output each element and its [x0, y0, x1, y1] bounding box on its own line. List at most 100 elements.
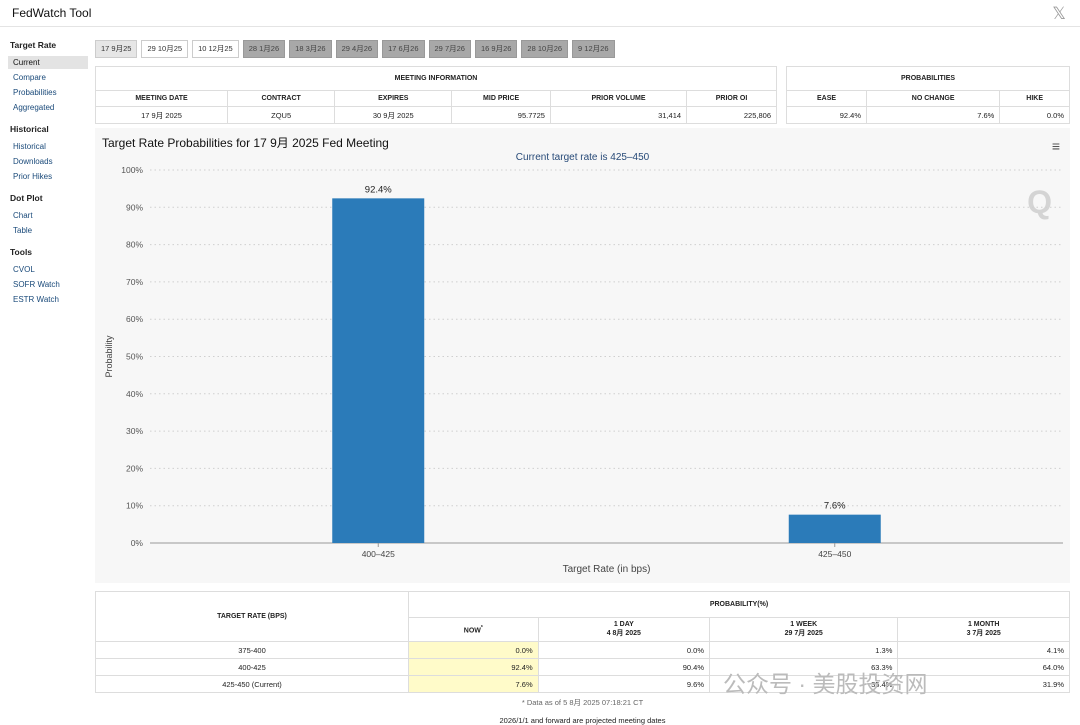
prob-subheader-label: 1 WEEK — [790, 621, 818, 628]
sidebar-item-downloads[interactable]: Downloads — [13, 157, 53, 166]
now-asterisk: * — [480, 624, 483, 631]
meeting-info-title: MEETING INFORMATION — [95, 66, 777, 91]
col-probability: PROBABILITY(%) — [408, 591, 1070, 618]
x-axis-title: Target Rate (in bps) — [563, 564, 651, 575]
tab-meeting[interactable]: 17 9月25 — [95, 40, 138, 58]
sidebar-item-current[interactable]: Current — [8, 56, 88, 69]
prob-subheader-label: 1 MONTH — [967, 621, 1000, 628]
meeting-info-value: 30 9月 2025 — [334, 106, 453, 124]
sidebar-item-table[interactable]: Table — [13, 226, 33, 235]
col-target-rate: TARGET RATE (BPS) — [94, 591, 410, 642]
probabilities-value: 7.6% — [866, 106, 1001, 124]
y-axis-title: Probability — [104, 335, 114, 378]
bar-data-label: 7.6% — [824, 501, 846, 512]
y-tick-label: 30% — [126, 426, 143, 436]
sidebar-nav: Target Rate Current Compare Probabilities Ag… — [8, 40, 88, 316]
sidebar-item-chart[interactable]: Chart — [13, 211, 33, 220]
target-rate-cell: 375-400 — [94, 641, 410, 659]
tab-meeting[interactable]: 16 9月26 — [474, 40, 518, 58]
y-tick-label: 60% — [126, 314, 143, 324]
tab-meeting[interactable]: 9 12月26 — [572, 40, 615, 58]
probability-cell: 0.0% — [537, 641, 711, 659]
y-tick-label: 100% — [121, 165, 143, 175]
sidebar-item-probabilities[interactable]: Probabilities — [13, 88, 57, 97]
projected-dates-note: 2026/1/1 and forward are projected meeti… — [499, 716, 666, 725]
probabilities-header: NO CHANGE — [866, 90, 1001, 107]
sidebar-item-sofr-watch[interactable]: SOFR Watch — [13, 280, 60, 289]
meeting-info-value: 95.7725 — [451, 106, 551, 124]
meeting-date-tabs: 17 9月25 29 10月25 10 12月25 28 1月26 18 3月26 29 … — [95, 40, 615, 58]
probability-cell: 1.3% — [708, 641, 899, 659]
x-tick-label: 400–425 — [362, 549, 395, 559]
tab-meeting[interactable]: 28 1月26 — [242, 40, 286, 58]
sidebar-heading: Historical — [10, 124, 49, 134]
sidebar-item-prior-hikes[interactable]: Prior Hikes — [13, 172, 53, 181]
data-timestamp-note: * Data as of 5 8月 2025 07:18:21 CT — [521, 698, 644, 707]
sidebar-item-aggregated[interactable]: Aggregated — [13, 103, 55, 112]
prob-subheader: NOW* — [408, 617, 539, 642]
table-row: 375-400 0.0% 0.0% 1.3% 4.1% — [94, 641, 1070, 659]
sidebar-item-compare[interactable]: Compare — [13, 73, 46, 82]
meeting-info-value: ZQU5 — [227, 106, 336, 124]
probability-cell: 35.4% — [708, 675, 899, 693]
chart-panel: Target Rate Probabilities for 17 9月 2025… — [95, 128, 1070, 583]
prob-subheader: 1 MONTH 3 7月 2025 — [897, 617, 1070, 642]
tab-meeting[interactable]: 28 10月26 — [521, 40, 569, 58]
tab-meeting[interactable]: 10 12月25 — [192, 40, 239, 58]
target-rate-cell: 425-450 (Current) — [94, 675, 410, 693]
tab-meeting[interactable]: 29 10月25 — [141, 40, 189, 58]
x-logo-icon[interactable]: 𝕏 — [1052, 4, 1066, 23]
prob-subheader-label: 1 DAY — [613, 621, 634, 628]
meeting-info-header: MEETING DATE — [94, 90, 229, 107]
sidebar-heading: Tools — [10, 247, 33, 257]
probability-cell: 0.0% — [408, 641, 539, 659]
sidebar-group-dot-plot: Dot Plot Chart Table — [8, 193, 88, 237]
sidebar-group-target-rate: Target Rate Current Compare Probabilities Ag… — [8, 40, 88, 114]
probability-cell: 31.9% — [897, 675, 1070, 693]
meeting-info-header: EXPIRES — [334, 90, 453, 107]
meeting-info-header: PRIOR VOLUME — [549, 90, 688, 107]
probability-cell: 4.1% — [897, 641, 1070, 659]
meeting-info-header: MID PRICE — [451, 90, 551, 107]
probability-table: TARGET RATE (BPS) PROBABILITY(%) NOW* 1 D… — [94, 591, 1070, 693]
prob-subheader-label: NOW* — [463, 624, 483, 635]
bar-400-425 — [332, 198, 425, 543]
quikstrike-logo-icon: Q — [1027, 184, 1052, 220]
tab-meeting[interactable]: 29 7月26 — [428, 40, 471, 58]
target-rate-cell: 400-425 — [94, 658, 410, 676]
prob-subheader: 1 WEEK 29 7月 2025 — [708, 617, 899, 642]
app-title: FedWatch Tool — [12, 6, 92, 20]
y-tick-label: 70% — [126, 277, 143, 287]
y-tick-label: 40% — [126, 389, 143, 399]
probability-cell: 9.6% — [537, 675, 711, 693]
probability-cell: 90.4% — [537, 658, 711, 676]
hamburger-menu-icon[interactable]: ≡ — [1051, 138, 1060, 154]
chart-title: Target Rate Probabilities for 17 9月 2025… — [102, 136, 389, 150]
sidebar-item-estr-watch[interactable]: ESTR Watch — [13, 295, 59, 304]
sidebar-heading: Target Rate — [10, 40, 57, 50]
prob-subheader: 1 DAY 4 8月 2025 — [537, 617, 711, 642]
sidebar-item-historical[interactable]: Historical — [13, 142, 46, 151]
probabilities-value: 92.4% — [785, 106, 868, 124]
sidebar-item-cvol[interactable]: CVOL — [13, 265, 35, 274]
probabilities-title: PROBABILITIES — [786, 66, 1070, 91]
meeting-info-value: 17 9月 2025 — [94, 106, 229, 124]
title-bar: FedWatch Tool 𝕏 — [0, 0, 1080, 27]
meeting-information-table: MEETING INFORMATION MEETING DATE CONTRACT… — [94, 66, 777, 124]
x-tick-label: 425–450 — [818, 549, 851, 559]
meeting-info-header: PRIOR OI — [686, 90, 777, 107]
chart-subtitle: Current target rate is 425–450 — [515, 152, 650, 163]
y-tick-label: 10% — [126, 501, 143, 511]
probabilities-header: EASE — [785, 90, 868, 107]
probabilities-header: HIKE — [999, 90, 1070, 107]
sidebar-group-historical: Historical Historical Downloads Prior Hikes — [8, 124, 88, 183]
probability-cell: 92.4% — [408, 658, 539, 676]
tab-meeting[interactable]: 17 6月26 — [382, 40, 425, 58]
wechat-watermark: 公众号 · 美股投资网 — [723, 671, 928, 697]
probabilities-value: 0.0% — [999, 106, 1070, 124]
y-tick-label: 0% — [131, 538, 144, 548]
tab-meeting[interactable]: 18 3月26 — [289, 40, 332, 58]
tab-meeting[interactable]: 29 4月26 — [335, 40, 379, 58]
sidebar-heading: Dot Plot — [10, 193, 43, 203]
meeting-info-value: 31,414 — [549, 106, 688, 124]
